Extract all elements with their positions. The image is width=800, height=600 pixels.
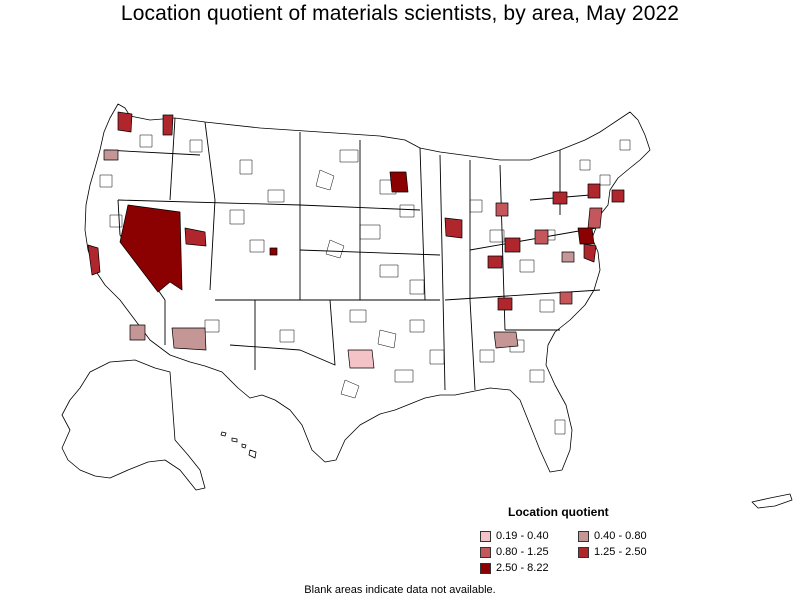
legend-item: 0.80 - 1.25 bbox=[480, 546, 549, 558]
area-utah bbox=[184, 227, 207, 247]
legend-swatch bbox=[480, 530, 491, 542]
area-north-texas bbox=[347, 349, 375, 369]
legend-swatch bbox=[480, 546, 491, 558]
legend-swatch bbox=[578, 530, 589, 542]
area-pennsylvania bbox=[534, 229, 549, 245]
legend-item: 2.50 - 8.22 bbox=[480, 562, 549, 574]
area-illinois bbox=[444, 217, 463, 239]
map-title: Location quotient of materials scientist… bbox=[120, 2, 680, 25]
legend-item: 1.25 - 2.50 bbox=[578, 546, 647, 558]
area-new-jersey bbox=[587, 207, 603, 229]
area-arizona bbox=[171, 327, 207, 351]
area-north-carolina bbox=[559, 291, 573, 305]
legend-label: 2.50 - 8.22 bbox=[496, 562, 549, 574]
area-ohio bbox=[504, 237, 521, 253]
area-new-york-upstate bbox=[552, 191, 568, 205]
area-virginia bbox=[561, 251, 575, 263]
area-bay-area bbox=[87, 244, 101, 276]
legend-label: 0.80 - 1.25 bbox=[496, 546, 549, 558]
area-minnesota bbox=[389, 171, 409, 193]
area-tennessee bbox=[497, 297, 513, 311]
legend-item: 0.19 - 0.40 bbox=[480, 530, 549, 542]
legend-item: 0.40 - 0.80 bbox=[578, 530, 647, 542]
area-eastern-washington bbox=[162, 114, 174, 136]
footnote: Blank areas indicate data not available. bbox=[304, 584, 496, 596]
legend-title: Location quotient bbox=[508, 505, 609, 519]
legend-label: 1.25 - 2.50 bbox=[594, 546, 647, 558]
area-massachusetts bbox=[611, 189, 625, 203]
contiguous-us-outline bbox=[84, 103, 651, 473]
legend-label: 0.40 - 0.80 bbox=[594, 530, 647, 542]
area-kentucky bbox=[487, 255, 503, 269]
legend-swatch bbox=[480, 562, 491, 574]
legend-label: 0.19 - 0.40 bbox=[496, 530, 549, 542]
legend-swatch bbox=[578, 546, 589, 558]
area-philadelphia bbox=[577, 227, 595, 245]
area-seattle bbox=[117, 111, 133, 133]
area-michigan bbox=[495, 202, 509, 217]
area-colorado bbox=[269, 247, 278, 256]
hawaii-islands bbox=[220, 431, 257, 459]
area-new-york-capital bbox=[587, 183, 601, 199]
area-southern-california bbox=[129, 324, 146, 341]
area-nevada bbox=[119, 204, 183, 293]
area-portland bbox=[103, 149, 119, 161]
puerto-rico bbox=[751, 493, 793, 509]
area-delaware bbox=[583, 243, 597, 263]
area-georgia bbox=[493, 331, 519, 349]
alaska-outline bbox=[61, 359, 206, 491]
